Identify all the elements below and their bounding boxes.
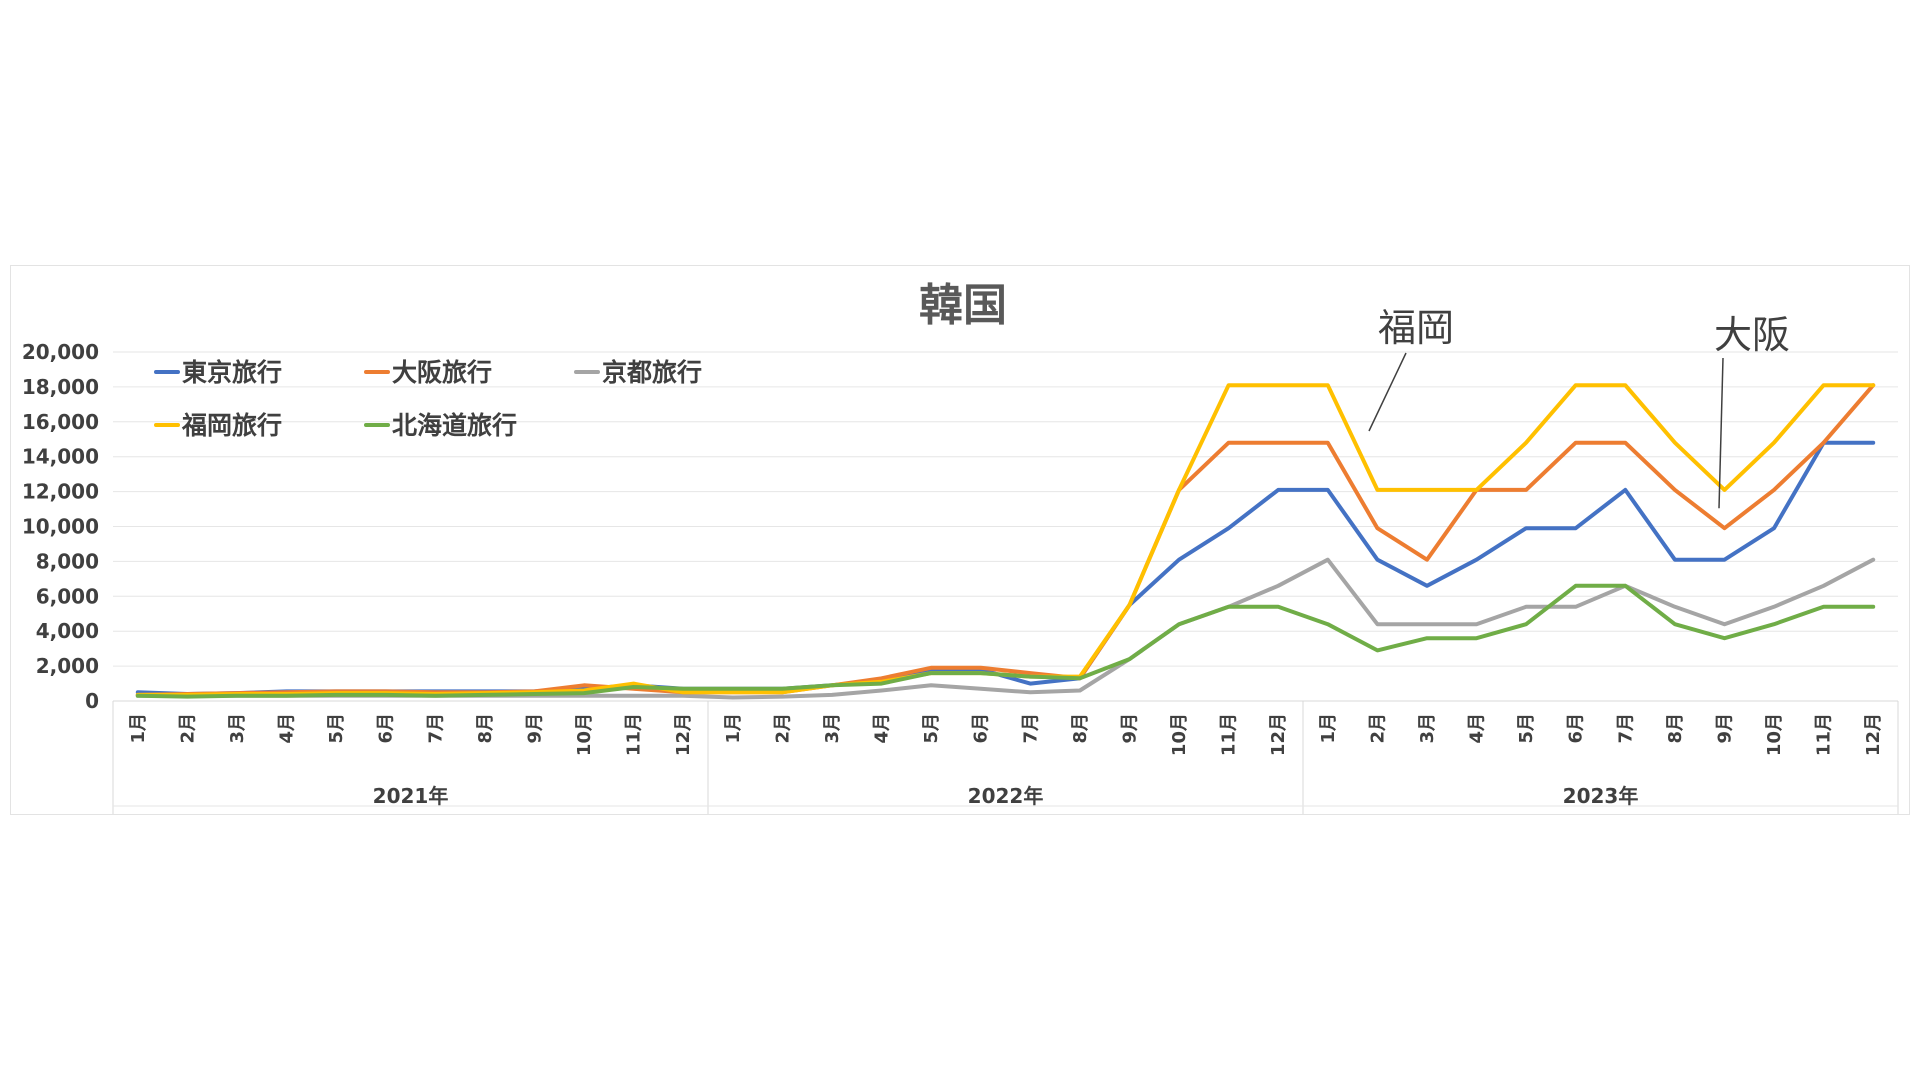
x-tick-label: 8月 [475, 713, 496, 744]
x-tick-label: 2月 [177, 713, 198, 744]
chart-title: 韓国 [919, 280, 1007, 331]
x-tick-label: 9月 [1714, 713, 1735, 744]
x-tick-label: 7月 [1615, 713, 1636, 744]
x-tick-label: 2月 [1367, 713, 1388, 744]
series-line-1 [135, 440, 1876, 696]
legend-label: 福岡旅行 [181, 411, 282, 440]
x-tick-label: 3月 [227, 713, 248, 744]
x-tick-label: 9月 [524, 713, 545, 744]
x-tick-label: 10月 [1764, 713, 1785, 756]
legend-label: 京都旅行 [602, 358, 702, 387]
x-tick-label: 11月 [624, 713, 645, 756]
x-tick-label: 10月 [574, 713, 595, 756]
year-label: 2023年 [1563, 784, 1639, 808]
x-tick-label: 5月 [921, 713, 942, 744]
x-tick-label: 5月 [326, 713, 347, 744]
x-tick-label: 1月 [1318, 713, 1339, 744]
annotations: 福岡 大阪 [1368, 306, 1790, 509]
line-chart: 韓国 0 2,000 4,000 6,000 8,000 10,000 12,000 14,0… [22, 280, 1899, 814]
x-tick-label: 6月 [376, 713, 397, 744]
y-tick-label: 6,000 [36, 584, 99, 608]
chart-frame: 韓国 0 2,000 4,000 6,000 8,000 10,000 12,000 14,0… [10, 265, 1910, 815]
y-tick-label: 14,000 [22, 445, 99, 469]
legend-item: 京都旅行 [574, 358, 702, 387]
x-tick-label: 8月 [1070, 713, 1091, 744]
year-label: 2022年 [968, 784, 1044, 808]
y-axis-ticks: 0 2,000 4,000 6,000 8,000 10,000 12,000 14,000 1… [22, 340, 99, 713]
x-tick-label: 10月 [1169, 713, 1190, 756]
x-tick-label: 1月 [723, 713, 744, 744]
x-tick-label: 6月 [1566, 713, 1587, 744]
legend-item: 福岡旅行 [154, 411, 282, 440]
x-tick-label: 12月 [1863, 713, 1884, 756]
y-tick-label: 2,000 [36, 654, 99, 678]
y-tick-label: 18,000 [22, 375, 99, 399]
annotation-label: 大阪 [1714, 313, 1790, 357]
y-tick-label: 16,000 [22, 410, 99, 434]
x-tick-label: 11月 [1219, 713, 1240, 756]
x-tick-label: 7月 [425, 713, 446, 744]
year-label: 2021年 [373, 784, 449, 808]
x-tick-label: 4月 [872, 713, 893, 744]
x-axis: 1月 2月 3月 4月 5月 6月 7月 8月 9月 10月 11月 12月 1月 2月 3月 4月 5月 6月 7… [112, 701, 1899, 814]
series-lines [135, 383, 1876, 700]
y-tick-label: 10,000 [22, 515, 99, 539]
y-tick-label: 8,000 [36, 549, 99, 573]
legend-label: 北海道旅行 [392, 411, 517, 440]
x-tick-label: 7月 [1020, 713, 1041, 744]
x-tick-label: 12月 [1268, 713, 1289, 756]
series-line-5 [135, 583, 1876, 699]
x-tick-label: 4月 [277, 713, 298, 744]
annotation-leader [1368, 352, 1407, 432]
x-tick-label: 1月 [128, 713, 149, 744]
x-tick-label: 4月 [1467, 713, 1488, 744]
x-tick-label: 3月 [822, 713, 843, 744]
legend-item: 東京旅行 [154, 358, 282, 387]
y-tick-label: 0 [85, 689, 99, 713]
legend-label: 大阪旅行 [392, 358, 492, 387]
x-tick-label: 2月 [772, 713, 793, 744]
x-tick-label: 8月 [1665, 713, 1686, 744]
x-tick-label: 5月 [1516, 713, 1537, 744]
y-tick-label: 4,000 [36, 619, 99, 643]
x-tick-label: 11月 [1814, 713, 1835, 756]
x-tick-label: 6月 [971, 713, 992, 744]
annotation-leader [1718, 357, 1724, 509]
legend-item: 大阪旅行 [364, 358, 492, 387]
legend-item: 北海道旅行 [364, 411, 517, 440]
x-tick-label: 3月 [1417, 713, 1438, 744]
x-tick-label: 9月 [1119, 713, 1140, 744]
y-tick-label: 20,000 [22, 340, 99, 364]
annotation-label: 福岡 [1378, 306, 1454, 350]
x-tick-label: 12月 [673, 713, 694, 756]
legend-label: 東京旅行 [182, 358, 282, 387]
gridlines [113, 351, 1898, 702]
y-tick-label: 12,000 [22, 480, 99, 504]
